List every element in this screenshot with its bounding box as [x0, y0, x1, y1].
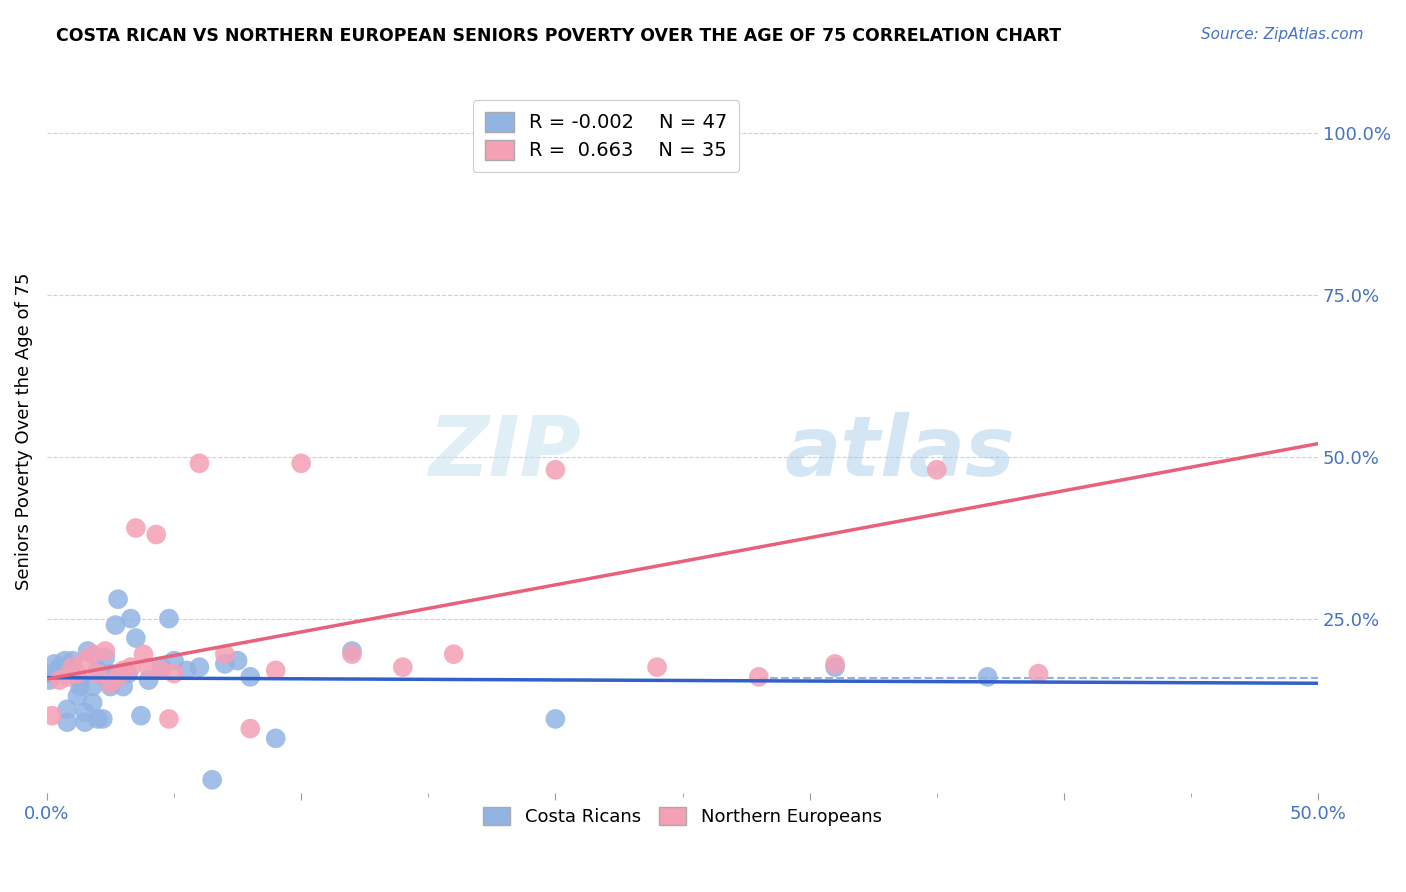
Point	[82, 647, 104, 661]
Point	[264, 664, 287, 678]
Point	[87, 712, 110, 726]
Point	[925, 463, 948, 477]
Point	[73, 715, 96, 730]
Point	[44, 657, 66, 671]
Point	[117, 666, 139, 681]
Point	[132, 647, 155, 661]
Point	[1028, 666, 1050, 681]
Point	[48, 664, 70, 678]
Point	[69, 673, 91, 687]
Point	[48, 660, 70, 674]
Point	[104, 618, 127, 632]
Point	[66, 666, 89, 681]
Point	[443, 647, 465, 661]
Text: Source: ZipAtlas.com: Source: ZipAtlas.com	[1201, 27, 1364, 42]
Point	[91, 712, 114, 726]
Point	[645, 660, 668, 674]
Point	[73, 654, 96, 668]
Point	[48, 673, 70, 687]
Point	[53, 654, 76, 668]
Point	[824, 657, 846, 671]
Point	[392, 660, 415, 674]
Point	[157, 612, 180, 626]
Point	[94, 644, 117, 658]
Point	[73, 706, 96, 720]
Point	[214, 647, 236, 661]
Point	[87, 666, 110, 681]
Point	[748, 670, 770, 684]
Point	[340, 647, 363, 661]
Point	[100, 680, 122, 694]
Point	[100, 676, 122, 690]
Point	[60, 654, 83, 668]
Point	[94, 650, 117, 665]
Y-axis label: Seniors Poverty Over the Age of 75: Seniors Poverty Over the Age of 75	[15, 272, 32, 590]
Point	[290, 456, 312, 470]
Point	[188, 660, 211, 674]
Point	[82, 696, 104, 710]
Point	[544, 712, 567, 726]
Point	[125, 521, 148, 535]
Point	[340, 644, 363, 658]
Point	[145, 527, 167, 541]
Point	[138, 673, 160, 687]
Point	[120, 660, 142, 674]
Point	[163, 654, 186, 668]
Point	[138, 660, 160, 674]
Point	[120, 612, 142, 626]
Text: COSTA RICAN VS NORTHERN EUROPEAN SENIORS POVERTY OVER THE AGE OF 75 CORRELATION : COSTA RICAN VS NORTHERN EUROPEAN SENIORS…	[56, 27, 1062, 45]
Point	[544, 463, 567, 477]
Point	[226, 654, 249, 668]
Legend: Costa Ricans, Northern Europeans: Costa Ricans, Northern Europeans	[474, 797, 890, 835]
Point	[157, 712, 180, 726]
Point	[56, 702, 79, 716]
Point	[163, 666, 186, 681]
Point	[264, 731, 287, 746]
Point	[150, 660, 173, 674]
Point	[150, 664, 173, 678]
Point	[188, 456, 211, 470]
Point	[100, 666, 122, 681]
Point	[107, 670, 129, 684]
Point	[82, 680, 104, 694]
Point	[56, 715, 79, 730]
Point	[112, 664, 135, 678]
Text: ZIP: ZIP	[429, 412, 581, 493]
Point	[94, 670, 117, 684]
Point	[176, 664, 198, 678]
Point	[125, 631, 148, 645]
Point	[239, 722, 262, 736]
Point	[38, 673, 60, 687]
Point	[66, 690, 89, 704]
Point	[107, 592, 129, 607]
Point	[129, 708, 152, 723]
Point	[201, 772, 224, 787]
Point	[69, 680, 91, 694]
Point	[214, 657, 236, 671]
Point	[76, 644, 98, 658]
Point	[976, 670, 998, 684]
Point	[239, 670, 262, 684]
Point	[112, 680, 135, 694]
Point	[824, 660, 846, 674]
Point	[41, 666, 63, 681]
Point	[41, 708, 63, 723]
Point	[60, 666, 83, 681]
Text: atlas: atlas	[785, 412, 1015, 493]
Point	[60, 660, 83, 674]
Point	[56, 670, 79, 684]
Point	[87, 664, 110, 678]
